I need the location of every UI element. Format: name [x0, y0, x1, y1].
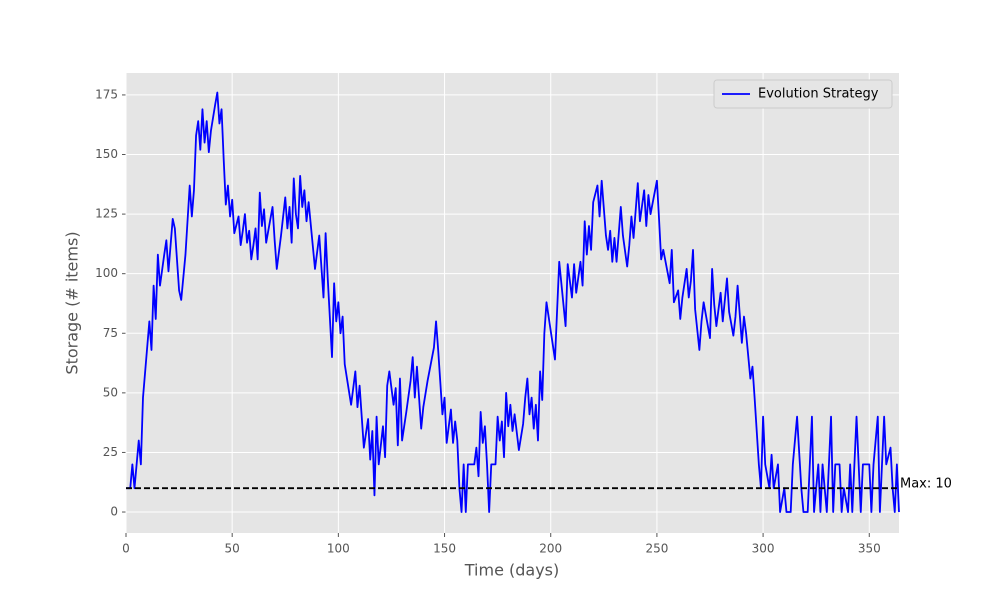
x-tick-label: 300	[752, 542, 775, 556]
x-axis-label: Time (days)	[464, 561, 560, 580]
series-line	[126, 91, 900, 513]
x-tick-label: 350	[858, 542, 881, 556]
x-tick-label: 100	[327, 542, 350, 556]
y-tick-label: 75	[103, 326, 118, 340]
plot-area	[126, 73, 899, 533]
y-tick-label: 50	[103, 385, 118, 399]
x-tick-label: 250	[645, 542, 668, 556]
y-tick-label: 0	[110, 505, 118, 519]
legend-label: Evolution Strategy	[758, 87, 879, 102]
max-line-label: Max: 10	[900, 477, 952, 492]
x-tick-label: 50	[225, 542, 240, 556]
x-tick-label: 200	[539, 542, 562, 556]
x-tick-label: 0	[122, 542, 130, 556]
y-tick-label: 150	[95, 147, 118, 161]
y-tick-label: 25	[103, 445, 118, 459]
y-tick-label: 100	[95, 266, 118, 280]
y-tick-label: 175	[95, 87, 118, 101]
legend: Evolution Strategy	[713, 79, 893, 109]
y-axis-label: Storage (# items)	[63, 231, 82, 374]
x-tick-label: 150	[433, 542, 456, 556]
legend-box	[713, 79, 893, 109]
y-tick-label: 125	[95, 207, 118, 221]
